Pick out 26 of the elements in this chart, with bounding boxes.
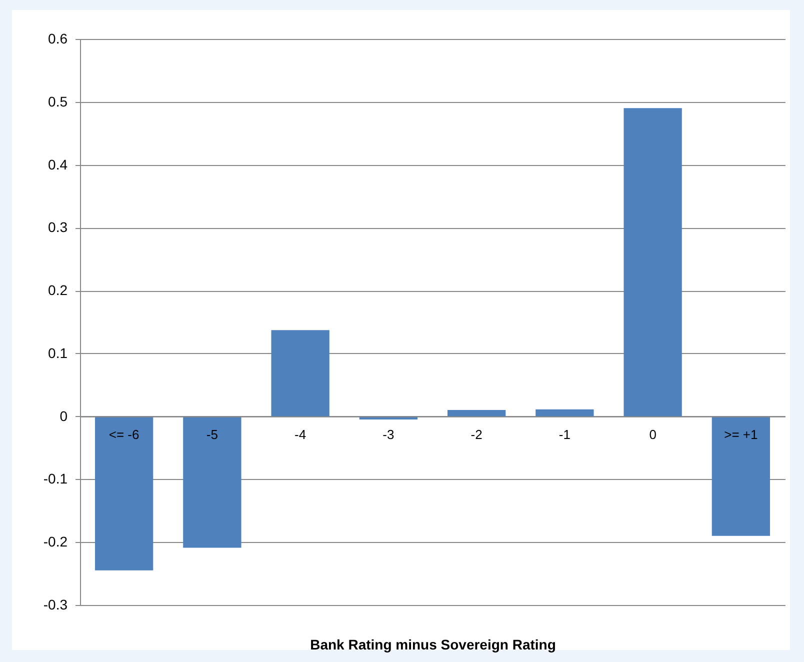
x-tick-label: >= +1 — [724, 426, 758, 442]
y-tick-label: 0.1 — [48, 344, 68, 361]
y-tick-label: -0.3 — [43, 596, 68, 612]
bar — [712, 416, 770, 536]
bar — [536, 409, 594, 416]
x-tick-label: -4 — [294, 426, 306, 442]
bar — [447, 410, 506, 416]
y-tick-label: 0.3 — [48, 219, 68, 236]
y-tick-label: 0 — [60, 408, 68, 424]
x-axis-title: Bank Rating minus Sovereign Rating — [310, 636, 556, 652]
x-tick-label: -3 — [382, 426, 394, 442]
bar — [624, 108, 682, 416]
y-tick-label: -0.1 — [43, 470, 68, 487]
y-tick-label: 0.2 — [48, 282, 68, 298]
y-tick-label: 0.4 — [48, 156, 68, 172]
bar — [271, 330, 330, 416]
x-tick-label: -5 — [206, 426, 218, 442]
bar — [94, 416, 154, 570]
x-tick-label: 0 — [649, 426, 656, 442]
bar — [183, 416, 242, 548]
y-tick-label: 0.5 — [48, 93, 68, 110]
y-tick-label: -0.2 — [43, 534, 68, 550]
x-tick-label: -2 — [470, 426, 482, 442]
x-tick-label: -1 — [558, 426, 570, 442]
y-tick-label: 0.6 — [48, 30, 68, 46]
x-tick-label: <= -6 — [108, 426, 140, 442]
